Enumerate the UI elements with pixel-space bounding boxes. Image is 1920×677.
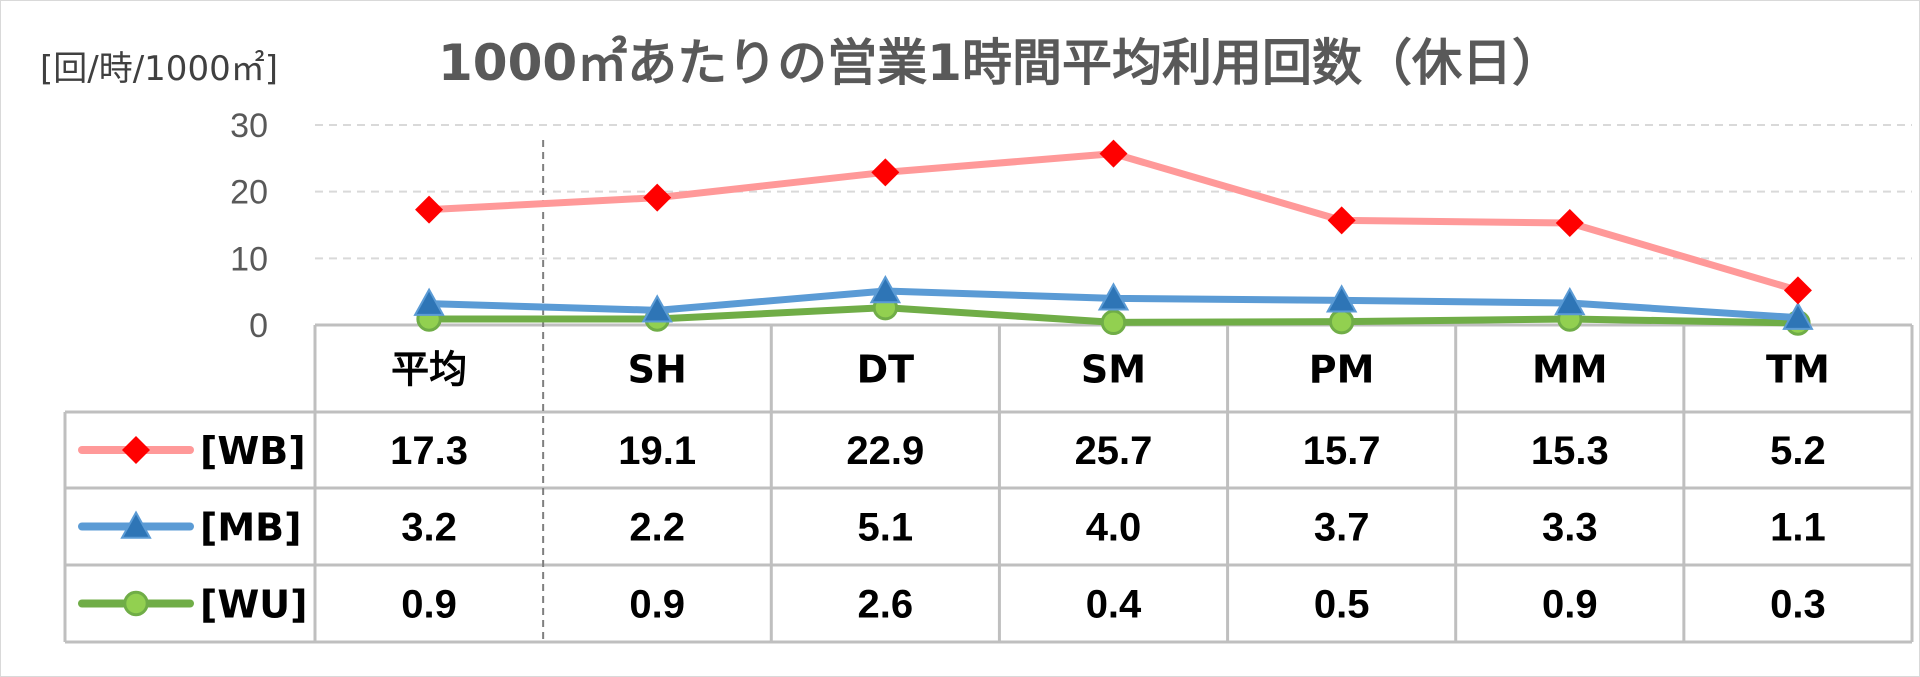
- y-tick-label: 30: [230, 107, 268, 145]
- y-tick-label: 0: [249, 307, 268, 345]
- category-label: DT: [857, 348, 915, 392]
- legend: [WB] [MB] [WU]: [78, 429, 308, 627]
- chart-title: 1000㎡あたりの営業1時間平均利用回数（休日）: [438, 34, 1562, 92]
- table-value: 3.7: [1314, 506, 1370, 550]
- table-value: 5.1: [858, 506, 914, 550]
- table-value: 3.2: [401, 506, 457, 550]
- data-table-values: 17.3 19.1 22.9 25.7 15.7 15.3 5.2 3.2 2.2 5.1 4.0 3…: [390, 429, 1826, 627]
- table-value: 0.9: [629, 583, 685, 627]
- y-tick-label: 20: [230, 174, 268, 212]
- table-value: 15.3: [1531, 429, 1609, 473]
- table-value: 2.6: [858, 583, 914, 627]
- data-point: [1097, 282, 1130, 311]
- data-point: [1783, 276, 1812, 305]
- data-point: [869, 274, 902, 304]
- data-point: [415, 195, 444, 224]
- data-point: [1327, 206, 1356, 235]
- y-axis-label: [回/時/1000㎡]: [40, 49, 278, 89]
- data-point: [1099, 139, 1128, 168]
- table-value: 19.1: [618, 429, 696, 473]
- table-value: 3.3: [1542, 506, 1598, 550]
- legend-marker: [120, 510, 152, 539]
- table-value: 0.9: [401, 583, 457, 627]
- data-point: [1100, 309, 1127, 336]
- data-point: [643, 183, 672, 212]
- legend-label: [WB]: [200, 429, 306, 473]
- data-point: [871, 158, 900, 187]
- series-lines: [413, 139, 1814, 336]
- table-value: 4.0: [1086, 506, 1142, 550]
- y-axis-ticks: 0 10 20 30: [230, 107, 268, 345]
- data-point: [413, 287, 445, 316]
- data-table: [63, 140, 1914, 644]
- data-point: [1555, 209, 1584, 237]
- category-label: 平均: [391, 348, 467, 392]
- legend-marker: [123, 590, 149, 617]
- data-point: [641, 294, 673, 323]
- data-point: [1325, 284, 1358, 313]
- table-value: 0.5: [1314, 583, 1370, 627]
- category-label: MM: [1532, 348, 1608, 392]
- gridlines: [315, 124, 1912, 260]
- table-value: 15.7: [1303, 429, 1381, 473]
- table-value: 22.9: [846, 429, 924, 473]
- category-label: SM: [1081, 348, 1146, 392]
- legend-label: [MB]: [200, 506, 302, 550]
- table-value: 25.7: [1075, 429, 1153, 473]
- category-label: TM: [1766, 348, 1830, 392]
- data-point: [1554, 286, 1586, 316]
- table-value: 17.3: [390, 429, 468, 473]
- category-label: SH: [628, 348, 687, 392]
- data-point: [1328, 308, 1355, 335]
- table-value: 0.3: [1770, 583, 1826, 627]
- table-value: 1.1: [1770, 506, 1826, 550]
- legend-label: [WU]: [200, 583, 308, 627]
- data-point: [1782, 301, 1814, 330]
- table-value: 2.2: [629, 506, 685, 550]
- category-labels: 平均 SH DT SM PM MM TM: [391, 348, 1830, 392]
- category-label: PM: [1309, 348, 1375, 392]
- legend-marker: [122, 436, 150, 464]
- table-value: 0.9: [1542, 583, 1598, 627]
- table-value: 0.4: [1086, 583, 1142, 627]
- table-value: 5.2: [1770, 429, 1826, 473]
- y-tick-label: 10: [230, 240, 268, 278]
